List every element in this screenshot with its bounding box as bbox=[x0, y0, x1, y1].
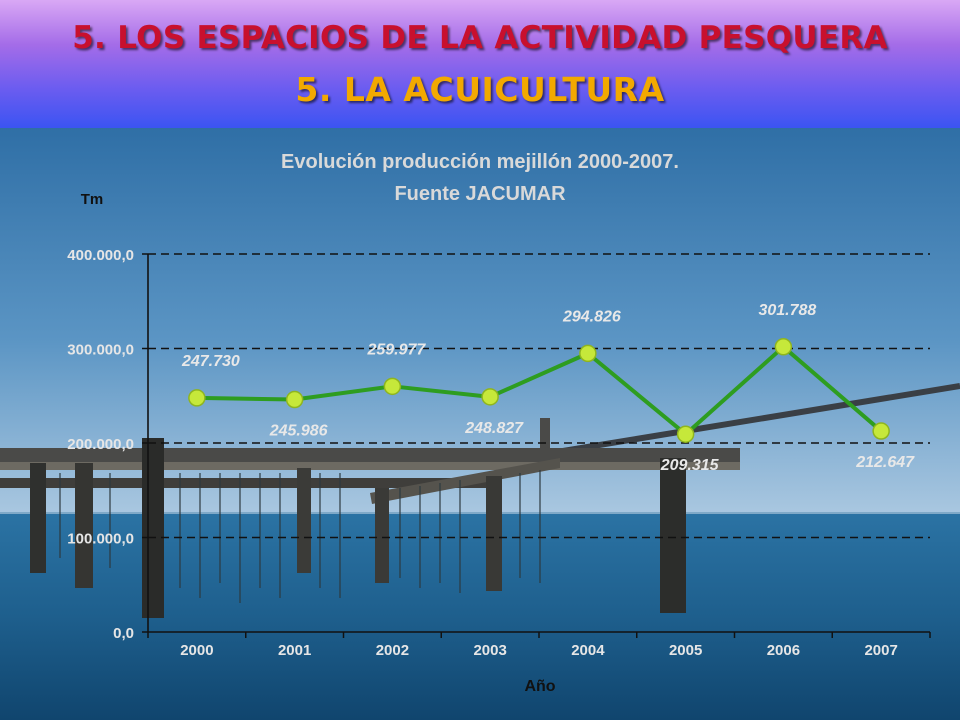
x-tick-label: 2006 bbox=[767, 642, 800, 659]
data-label: 259.977 bbox=[366, 341, 426, 358]
data-label: 212.647 bbox=[855, 454, 915, 471]
data-point bbox=[579, 344, 597, 363]
x-tick-label: 2003 bbox=[473, 642, 506, 659]
x-axis-label: Año bbox=[524, 678, 555, 695]
data-point bbox=[774, 338, 793, 356]
x-tick-label: 2005 bbox=[669, 642, 702, 659]
data-label: 247.730 bbox=[181, 353, 240, 370]
y-tick-label: 0,0 bbox=[113, 625, 134, 642]
slide-subtitle: 5. LA ACUICULTURA bbox=[295, 70, 665, 109]
data-point bbox=[872, 422, 890, 440]
x-tick-label: 2001 bbox=[278, 642, 311, 659]
chart-title-line: Evolución producción mejillón 2000-2007. bbox=[281, 151, 679, 173]
slide-title: 5. LOS ESPACIOS DE LA ACTIVIDAD PESQUERA bbox=[72, 20, 888, 56]
data-label: 245.986 bbox=[269, 423, 328, 440]
data-label: 301.788 bbox=[758, 302, 816, 319]
x-tick-label: 2007 bbox=[864, 642, 897, 659]
mussel-raft-photo bbox=[0, 128, 960, 720]
data-label: 248.827 bbox=[464, 420, 524, 437]
mussel-production-chart: Evolución producción mejillón 2000-2007.… bbox=[67, 151, 931, 695]
x-tick-label: 2002 bbox=[376, 642, 409, 659]
data-point bbox=[285, 390, 304, 409]
data-point bbox=[188, 389, 206, 407]
data-label: 209.315 bbox=[660, 457, 720, 474]
x-tick-label: 2000 bbox=[180, 642, 213, 659]
y-tick-label: 100.000,0 bbox=[67, 531, 134, 548]
data-label: 294.826 bbox=[562, 308, 621, 325]
series-line bbox=[196, 344, 883, 437]
chart-title-line: Fuente JACUMAR bbox=[394, 183, 566, 205]
data-point bbox=[676, 425, 695, 443]
y-axis-label: Tm bbox=[81, 191, 104, 208]
y-tick-label: 400.000,0 bbox=[67, 247, 134, 264]
x-tick-label: 2004 bbox=[571, 642, 605, 659]
y-tick-label: 300.000,0 bbox=[67, 342, 134, 359]
title-banner: 5. LOS ESPACIOS DE LA ACTIVIDAD PESQUERA… bbox=[0, 0, 960, 128]
y-tick-label: 200.000,0 bbox=[67, 436, 134, 453]
data-point bbox=[383, 377, 402, 396]
data-point bbox=[481, 388, 499, 406]
